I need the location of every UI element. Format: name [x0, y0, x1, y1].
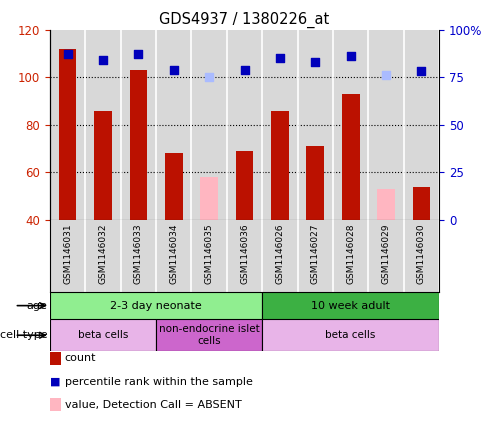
Text: 2-3 day neonate: 2-3 day neonate — [110, 301, 202, 310]
Text: GSM1146028: GSM1146028 — [346, 224, 355, 284]
Point — [134, 51, 142, 58]
Text: ■: ■ — [50, 376, 61, 387]
Bar — [200, 177, 218, 220]
Text: GSM1146033: GSM1146033 — [134, 224, 143, 284]
Text: GSM1146030: GSM1146030 — [417, 224, 426, 284]
Point — [347, 53, 355, 60]
Point — [418, 68, 426, 75]
Text: beta cells: beta cells — [325, 330, 376, 340]
Bar — [130, 70, 147, 220]
Bar — [50, 292, 262, 319]
Text: age: age — [26, 301, 47, 310]
Text: GSM1146034: GSM1146034 — [169, 224, 178, 284]
Text: GSM1146027: GSM1146027 — [311, 224, 320, 284]
Point — [311, 58, 319, 65]
Text: GSM1146035: GSM1146035 — [205, 224, 214, 284]
Text: GSM1146029: GSM1146029 — [382, 224, 391, 284]
Text: value, Detection Call = ABSENT: value, Detection Call = ABSENT — [65, 400, 242, 410]
Bar — [156, 319, 262, 351]
Text: GSM1146026: GSM1146026 — [275, 224, 284, 284]
Bar — [262, 292, 439, 319]
Bar — [271, 110, 289, 220]
Text: cell type: cell type — [0, 330, 47, 340]
Text: beta cells: beta cells — [78, 330, 128, 340]
Point — [205, 74, 213, 80]
Bar — [165, 154, 183, 220]
Bar — [94, 110, 112, 220]
Point — [99, 57, 107, 63]
Text: GSM1146031: GSM1146031 — [63, 224, 72, 284]
Point — [241, 66, 249, 73]
Text: 10 week adult: 10 week adult — [311, 301, 390, 310]
Bar — [236, 151, 253, 220]
Text: GSM1146032: GSM1146032 — [98, 224, 107, 284]
Point — [170, 66, 178, 73]
Title: GDS4937 / 1380226_at: GDS4937 / 1380226_at — [159, 12, 330, 28]
Bar — [377, 189, 395, 220]
Bar — [306, 146, 324, 220]
Bar — [262, 319, 439, 351]
Text: count: count — [65, 353, 96, 363]
Bar — [50, 319, 156, 351]
Text: GSM1146036: GSM1146036 — [240, 224, 249, 284]
Text: non-endocrine islet
cells: non-endocrine islet cells — [159, 324, 259, 346]
Point — [63, 51, 71, 58]
Bar — [59, 49, 76, 220]
Bar — [342, 94, 359, 220]
Point — [382, 72, 390, 79]
Bar — [413, 187, 430, 220]
Point — [276, 55, 284, 61]
Text: percentile rank within the sample: percentile rank within the sample — [65, 376, 253, 387]
